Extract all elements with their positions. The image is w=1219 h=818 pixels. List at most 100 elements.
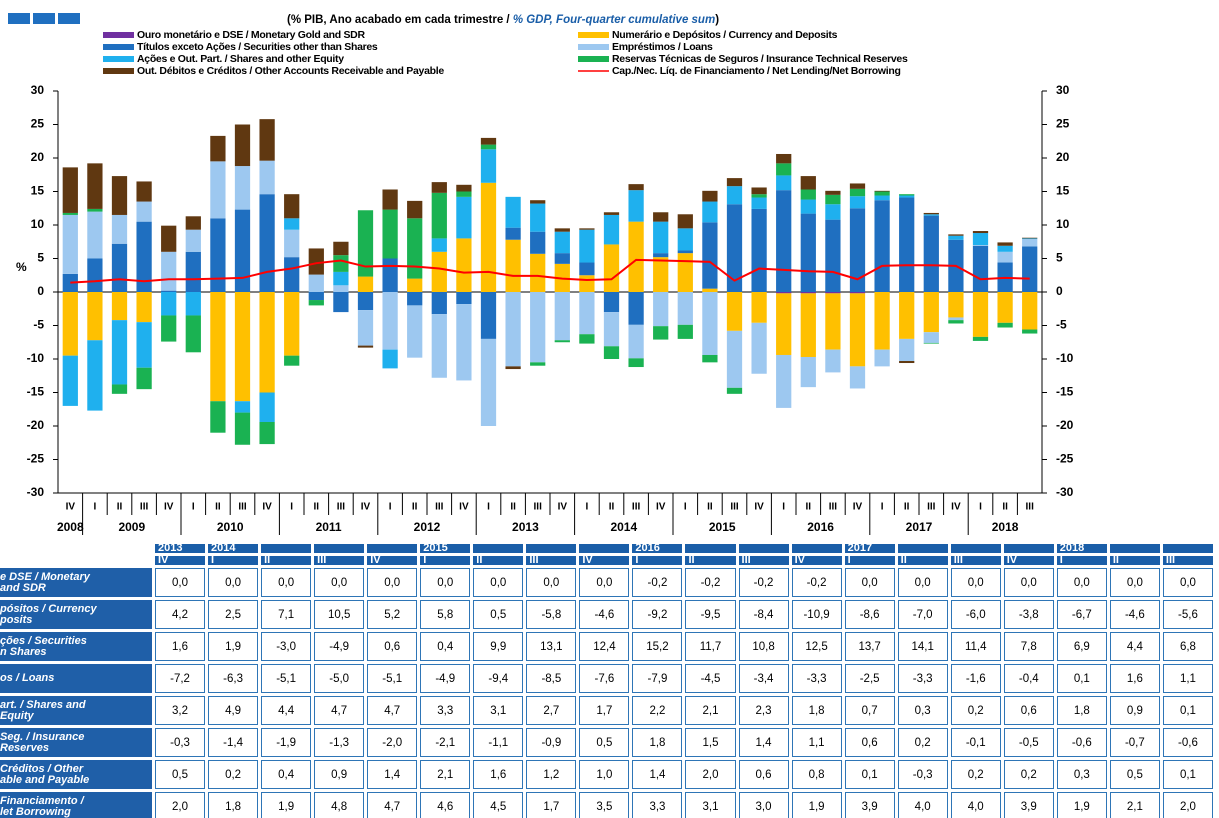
y2-tick-label: -20 [1056,418,1074,432]
table-row: os / Loans -7,2 -6,3 -5,1 -5,0 -5,1 -4,9 -9,4 -8… [0,664,1213,693]
table-cell: 1,9 [1056,792,1107,818]
table-cell: 4,0 [950,792,1001,818]
bar-segment [653,253,669,258]
table-cell: 4,8 [314,792,365,818]
legend-label: Empréstimos / Loans [612,41,713,53]
table-cell: 0,6 [844,728,895,757]
bar-segment [308,274,324,292]
table-cell: -4,9 [314,632,365,661]
table-cell: 1,0 [579,760,630,789]
table-cell: -2,0 [367,728,418,757]
table-cell: -10,9 [791,600,842,629]
bar-segment [234,412,251,445]
table-cell: -4,6 [579,600,630,629]
bar-segment [234,166,251,210]
table-cell: -7,9 [632,664,683,693]
bar-segment [800,293,816,357]
bar-segment [899,197,915,292]
table-cell: 5,2 [367,600,418,629]
x-tick-label: III [632,502,641,513]
bar-segment [382,189,398,210]
table-cell: -1,3 [314,728,365,757]
bar-segment [456,196,472,239]
year-header [314,544,365,553]
bar-segment [948,292,964,318]
table-cell: -5,1 [367,664,418,693]
x-tick-label: I [192,502,195,513]
bar-segment [972,292,989,337]
x-tick-label: II [1002,502,1008,513]
table-cell: 10,5 [314,600,365,629]
table-row: art. / Shares and Equity 3,2 4,9 4,4 4,7 4,7 3,… [0,696,1213,725]
table-cell: -0,7 [1109,728,1160,757]
table-row: Financiamento / let Borrowing 2,0 1,8 1,9 4,8… [0,792,1213,818]
table-cell: -9,4 [473,664,524,693]
bar-segment [948,235,964,240]
bar-segment [751,208,767,292]
table-cell: 0,0 [1109,568,1160,597]
bar-segment [284,355,300,366]
table-cell: 3,1 [685,792,736,818]
year-header [1003,544,1054,553]
bar-segment [997,245,1013,252]
quarter-header: II [897,555,948,566]
table-cell: -1,1 [473,728,524,757]
y2-tick-label: 15 [1056,184,1070,198]
legend-swatch [578,56,609,62]
bar-segment [702,292,718,355]
bar-segment [136,322,152,368]
table-cell: -5,1 [261,664,312,693]
bar-segment [776,292,792,294]
bar-segment [849,292,866,294]
table-cell: 4,0 [897,792,948,818]
table-cell: 1,9 [208,632,259,661]
bar-segment [923,214,939,216]
bar-segment [603,292,620,313]
bar-segment [751,322,767,374]
bar-segment [431,292,447,315]
table-cell: -4,6 [1109,600,1160,629]
table-row: pósitos / Currency posits 4,2 2,5 7,1 10,5 5,2… [0,600,1213,629]
x-tick-label: I [684,502,687,513]
bar-segment [530,231,546,254]
bar-segment [923,212,939,215]
y-tick-label: 20 [31,150,45,164]
year-label: 2015 [709,520,736,534]
table-cell: 0,0 [844,568,895,597]
bar-segment [1022,292,1038,330]
table-cell: 12,4 [579,632,630,661]
bar-segment [62,167,78,213]
x-tick-label: I [94,502,97,513]
x-tick-label: IV [853,502,863,513]
bar-segment [333,255,349,272]
quarter-header: I [844,555,895,566]
row-label-line: e DSE / Monetary [0,570,90,583]
x-tick-label: I [487,502,490,513]
bar-segment [972,233,989,246]
bar-segment [136,181,152,202]
table-cell: 2,0 [685,760,736,789]
bar-segment [87,292,103,341]
year-header [1162,544,1213,553]
bar-segment [333,241,349,256]
bar-segment [382,258,398,292]
x-tick-label: III [435,502,444,513]
bar-segment [554,292,570,341]
bar-segment [431,238,447,252]
bar-segment [161,292,177,316]
quarter-header: I [1056,555,1107,566]
corner [0,556,152,565]
bar-segment [505,366,521,370]
table-cell: 2,7 [526,696,577,725]
bar-segment [603,214,620,245]
bar-segment [62,214,78,274]
bar-segment [800,189,816,200]
x-tick-label: III [238,502,247,513]
bar-segment [357,276,374,292]
bar-segment [431,314,447,378]
table-cell: -0,9 [526,728,577,757]
table-cell: 0,3 [1056,760,1107,789]
bar-segment [874,200,890,292]
row-label-line: n Shares [0,645,47,658]
bar-segment [579,228,595,230]
